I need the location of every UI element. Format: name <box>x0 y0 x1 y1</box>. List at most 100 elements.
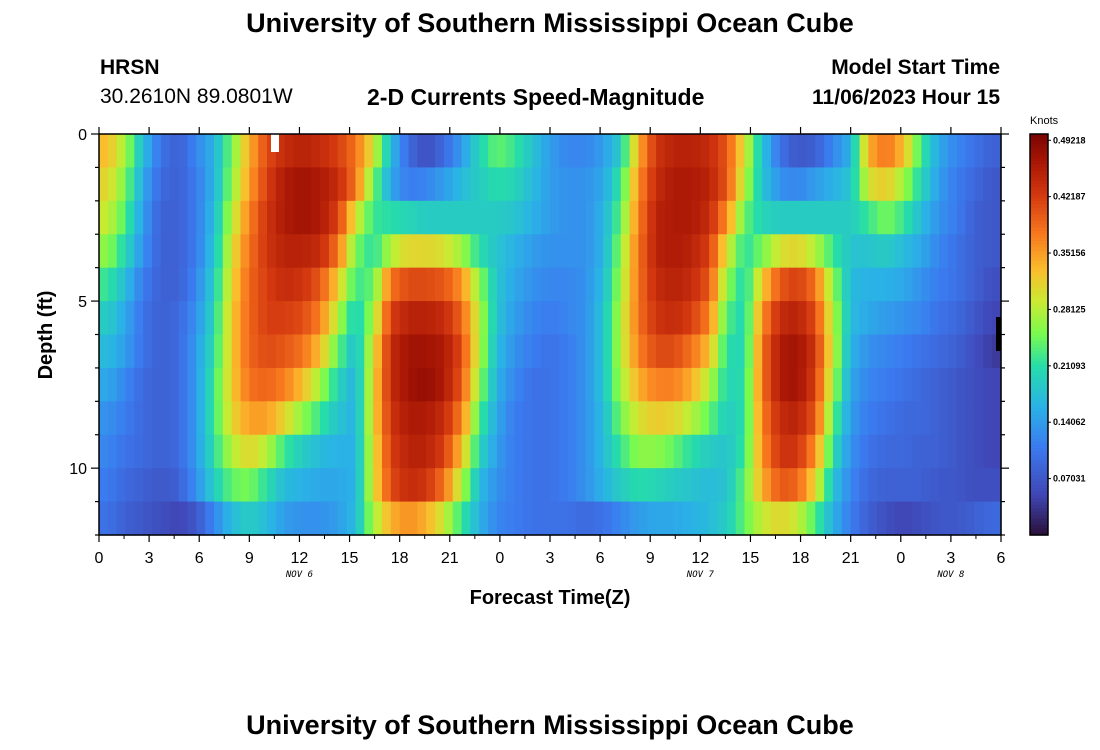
heatmap-cell <box>558 434 569 469</box>
heatmap-cell <box>788 234 799 269</box>
colorbar-swatch <box>1030 281 1048 285</box>
heatmap-cell <box>753 134 763 169</box>
heatmap-cell <box>364 234 374 269</box>
colorbar-swatch <box>1030 267 1048 272</box>
heatmap-cell <box>320 134 330 169</box>
x-tick-label: 12 <box>691 550 709 567</box>
heatmap-cell <box>267 200 277 235</box>
heatmap-cell <box>930 134 940 169</box>
heatmap-cell <box>160 468 171 503</box>
heatmap-cell <box>664 200 675 235</box>
heatmap-cell <box>213 301 224 336</box>
heatmap-cell <box>532 468 542 503</box>
heatmap-cell <box>328 234 339 269</box>
heatmap-cell <box>143 200 153 235</box>
heatmap-cell <box>841 434 852 469</box>
heatmap-cell <box>718 334 728 369</box>
colorbar-tick-label: 0.42187 <box>1053 192 1086 202</box>
heatmap-cell <box>320 468 330 503</box>
heatmap-cell <box>771 200 781 235</box>
heatmap-cell <box>691 167 701 202</box>
colorbar-swatch <box>1030 314 1048 319</box>
heatmap-cell <box>709 167 719 202</box>
heatmap-cell <box>390 134 401 169</box>
heatmap-cell <box>779 301 790 336</box>
heatmap-cell <box>178 134 189 169</box>
heatmap-cell <box>346 434 357 469</box>
heatmap-cell <box>532 267 542 302</box>
heatmap-cell <box>718 200 728 235</box>
heatmap-cell <box>779 167 790 202</box>
colorbar-swatch <box>1030 414 1048 419</box>
heatmap-cell <box>620 367 631 402</box>
heatmap-cell <box>620 501 631 536</box>
heatmap-cell <box>567 167 578 202</box>
heatmap-cell <box>983 401 993 436</box>
heatmap-cell <box>965 234 976 269</box>
heatmap-cell <box>682 301 693 336</box>
heatmap-cell <box>205 234 215 269</box>
heatmap-cell <box>726 200 737 235</box>
heatmap-cell <box>638 401 648 436</box>
heatmap-cell <box>594 334 604 369</box>
heatmap-cell <box>806 468 816 503</box>
colorbar-swatch <box>1030 200 1048 205</box>
heatmap-cell <box>311 234 321 269</box>
heatmap-cell <box>99 301 109 336</box>
heatmap-cell <box>886 234 896 269</box>
heatmap-cell <box>496 167 507 202</box>
heatmap-cell <box>753 401 763 436</box>
heatmap-cell <box>373 401 383 436</box>
heatmap-cell <box>470 234 480 269</box>
heatmap-cell <box>656 134 666 169</box>
heatmap-cell <box>558 134 569 169</box>
heatmap-cell <box>550 468 560 503</box>
heatmap-cell <box>240 334 250 369</box>
colorbar-swatch <box>1030 364 1048 369</box>
colorbar-swatch <box>1030 518 1048 523</box>
heatmap-cell <box>877 501 887 536</box>
heatmap-cell <box>832 434 843 469</box>
heatmap-cell <box>603 234 613 269</box>
heatmap-cell <box>841 167 852 202</box>
heatmap-cell <box>222 501 233 536</box>
heatmap-cell <box>718 401 728 436</box>
currents-heatmap-chart: 0 3 6 9 12 15 18 21 0 3 6 9 12 15 18 21 0 3 6 0 5 10 Depth (… <box>35 115 1086 609</box>
colorbar-tick-label: 0.21093 <box>1053 361 1086 371</box>
heatmap-cell <box>328 468 339 503</box>
heatmap-cell <box>231 267 242 302</box>
heatmap-cell <box>169 434 180 469</box>
heatmap-cell <box>116 501 127 536</box>
heatmap-cell <box>311 468 321 503</box>
heatmap-cell <box>691 367 701 402</box>
heatmap-cell <box>797 367 808 402</box>
heatmap-cell <box>178 401 189 436</box>
x-tick-label: 9 <box>646 550 655 567</box>
heatmap-cell <box>187 267 197 302</box>
heatmap-cell <box>505 434 516 469</box>
heatmap-cell <box>125 367 135 402</box>
heatmap-cell <box>797 334 808 369</box>
heatmap-cell <box>956 301 967 336</box>
heatmap-cell <box>912 367 923 402</box>
heatmap-cell <box>196 267 206 302</box>
heatmap-cell <box>939 434 949 469</box>
heatmap-cell <box>523 434 533 469</box>
heatmap-cell <box>585 468 595 503</box>
heatmap-cell <box>505 367 516 402</box>
heatmap-cell <box>267 267 277 302</box>
heatmap-cell <box>514 434 525 469</box>
heatmap-cell <box>443 401 454 436</box>
heatmap-cell <box>417 434 427 469</box>
heatmap-cell <box>408 200 418 235</box>
heatmap-cell <box>974 367 984 402</box>
heatmap-cell <box>337 367 348 402</box>
heatmap-cell <box>824 134 834 169</box>
heatmap-cell <box>682 468 693 503</box>
heatmap-cell <box>213 501 224 536</box>
heatmap-cell <box>346 234 357 269</box>
heatmap-cell <box>284 301 295 336</box>
colorbar-swatch <box>1030 214 1048 219</box>
heatmap-cell <box>408 367 418 402</box>
heatmap-cell <box>930 167 940 202</box>
